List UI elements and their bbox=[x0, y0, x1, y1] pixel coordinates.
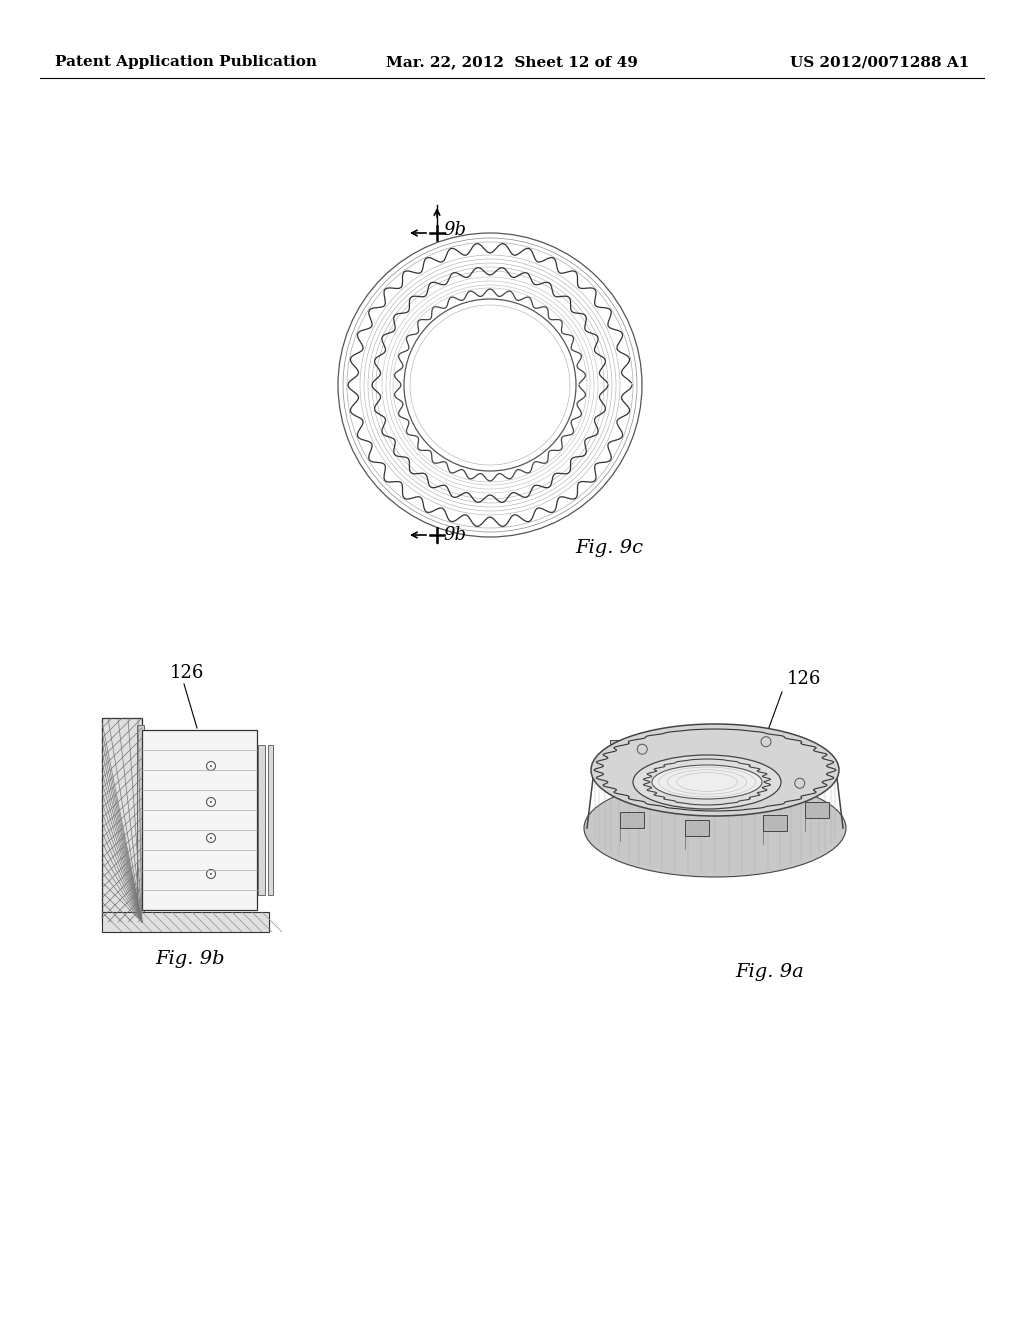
Text: 9b: 9b bbox=[443, 525, 466, 544]
Ellipse shape bbox=[652, 766, 762, 799]
Circle shape bbox=[210, 801, 212, 803]
Circle shape bbox=[210, 837, 212, 840]
Text: 9b: 9b bbox=[443, 220, 466, 239]
Bar bbox=[102, 912, 269, 932]
Bar bbox=[137, 725, 144, 915]
Ellipse shape bbox=[591, 723, 839, 816]
Bar bbox=[142, 730, 257, 909]
Text: Fig. 9a: Fig. 9a bbox=[735, 964, 805, 981]
Bar bbox=[685, 820, 709, 836]
Text: 126: 126 bbox=[170, 664, 205, 682]
Text: 126: 126 bbox=[787, 671, 821, 688]
Bar bbox=[805, 803, 829, 818]
Bar bbox=[680, 733, 702, 746]
Text: US 2012/0071288 A1: US 2012/0071288 A1 bbox=[790, 55, 969, 69]
Circle shape bbox=[210, 766, 212, 767]
Bar bbox=[102, 718, 142, 921]
Bar bbox=[798, 752, 820, 766]
Ellipse shape bbox=[633, 755, 781, 809]
Bar bbox=[753, 737, 775, 751]
Text: Fig. 9b: Fig. 9b bbox=[156, 950, 225, 968]
Text: Patent Application Publication: Patent Application Publication bbox=[55, 55, 317, 69]
Ellipse shape bbox=[584, 779, 846, 876]
Bar bbox=[258, 744, 265, 895]
Text: Fig. 9c: Fig. 9c bbox=[575, 539, 643, 557]
Text: Mar. 22, 2012  Sheet 12 of 49: Mar. 22, 2012 Sheet 12 of 49 bbox=[386, 55, 638, 69]
Bar bbox=[620, 812, 644, 828]
Bar bbox=[268, 744, 273, 895]
Bar bbox=[610, 741, 632, 754]
Circle shape bbox=[404, 300, 575, 471]
Bar bbox=[763, 814, 787, 832]
Circle shape bbox=[210, 873, 212, 875]
